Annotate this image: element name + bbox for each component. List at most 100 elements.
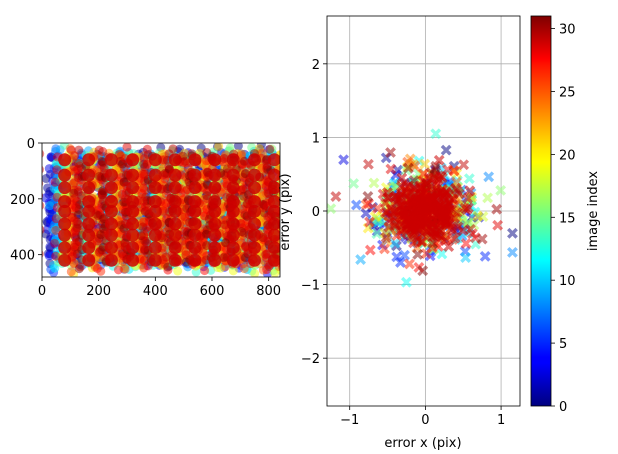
corner-point-highlight <box>58 204 72 218</box>
corner-point <box>72 223 82 233</box>
left-y-tick-label: 400 <box>10 249 35 264</box>
corner-point-highlight <box>208 153 222 167</box>
error-marker <box>440 144 452 156</box>
error-marker <box>409 160 421 172</box>
error-marker <box>451 207 463 218</box>
corner-point-highlight <box>226 181 240 195</box>
corner-point-highlight <box>82 195 96 209</box>
error-marker <box>483 171 495 183</box>
error-marker <box>451 185 463 197</box>
error-marker <box>401 227 413 239</box>
corner-point-highlight <box>148 181 162 195</box>
error-marker <box>380 232 392 243</box>
corner-point-highlight <box>267 217 280 231</box>
corner-point <box>168 144 178 154</box>
corner-point-highlight <box>168 228 182 242</box>
error-marker <box>465 223 476 235</box>
corner-point-highlight <box>104 153 118 167</box>
corner-point-highlight <box>58 253 72 267</box>
right-y-tick-label: −2 <box>301 352 320 367</box>
corner-point <box>201 229 211 239</box>
error-marker <box>507 227 518 239</box>
corner-point-highlight <box>226 153 240 167</box>
corner-point-highlight <box>82 204 96 218</box>
colorbar-ticks: 0 5 10 15 20 25 30 <box>551 23 576 415</box>
colorbar-tick-label: 30 <box>559 23 576 38</box>
corner-point <box>289 151 298 160</box>
right-x-ticks: −1 0 1 <box>340 406 505 428</box>
error-marker <box>458 159 470 171</box>
corner-point-highlight <box>148 195 162 209</box>
corner-point-highlight <box>126 241 140 255</box>
corner-point-highlight <box>104 168 118 182</box>
error-marker <box>364 244 376 256</box>
corner-point <box>140 169 150 179</box>
corner-point-highlight <box>168 241 182 255</box>
corner-point-highlight <box>104 253 118 267</box>
corner-point <box>284 251 293 260</box>
left-x-tick-label: 600 <box>200 284 225 299</box>
corner-point-highlight <box>248 153 261 167</box>
corner-point-highlight <box>148 204 162 218</box>
corner-point <box>283 155 292 164</box>
corner-point-highlight <box>248 168 261 182</box>
corner-point-highlight <box>208 181 222 195</box>
corner-point <box>71 202 81 212</box>
corner-point <box>214 143 224 151</box>
corner-point-highlight <box>248 204 261 218</box>
error-marker <box>327 203 337 215</box>
corner-point-highlight <box>58 241 72 255</box>
corner-point-highlight <box>188 228 202 242</box>
corner-point <box>51 225 61 235</box>
y-axis-label: error y (pix) <box>278 173 293 250</box>
error-marker <box>385 147 396 158</box>
corner-point-highlight <box>188 204 202 218</box>
error-marker <box>423 198 435 210</box>
corner-point-highlight <box>248 228 261 242</box>
corner-point <box>32 214 41 223</box>
corner-point <box>181 257 191 267</box>
right-x-tick-label: 1 <box>497 413 505 428</box>
corner-point <box>281 148 290 157</box>
error-marker <box>420 177 432 188</box>
colorbar-tick-label: 25 <box>559 85 576 100</box>
right-y-tick-label: 0 <box>312 205 320 220</box>
error-marker <box>364 216 375 228</box>
error-marker <box>472 210 484 222</box>
error-marker <box>350 199 362 211</box>
error-marker <box>463 173 475 185</box>
corner-point-highlight <box>104 181 118 195</box>
corner-point-highlight <box>104 195 118 209</box>
corner-point <box>219 253 229 263</box>
x-axis-label: error x (pix) <box>384 436 461 451</box>
colorbar-tick-label: 0 <box>559 400 567 415</box>
corner-point-highlight <box>188 181 202 195</box>
left-x-tick-label: 0 <box>38 284 46 299</box>
corner-point-highlight <box>208 195 222 209</box>
corner-point <box>42 165 44 174</box>
corner-point-highlight <box>104 204 118 218</box>
corner-point <box>250 269 260 277</box>
error-marker <box>330 191 342 202</box>
error-marker <box>479 250 491 262</box>
corner-point <box>96 230 106 240</box>
error-marker <box>443 241 455 252</box>
corner-point-highlight <box>267 204 280 218</box>
error-marker <box>348 178 360 189</box>
corner-point-highlight <box>188 217 202 231</box>
corner-point-highlight <box>58 181 72 195</box>
error-marker <box>491 203 503 215</box>
corner-point <box>265 144 275 154</box>
corner-point-highlight <box>126 195 140 209</box>
corner-point <box>94 145 104 155</box>
corner-point-highlight <box>248 241 261 255</box>
error-marker <box>382 187 393 198</box>
corner-point <box>161 252 171 262</box>
corner-point-highlight <box>104 228 118 242</box>
corner-point <box>114 149 124 159</box>
corner-point <box>119 177 129 187</box>
error-marker <box>463 202 474 214</box>
error-marker <box>385 163 397 175</box>
error-marker <box>363 158 374 170</box>
corner-point <box>288 258 297 267</box>
